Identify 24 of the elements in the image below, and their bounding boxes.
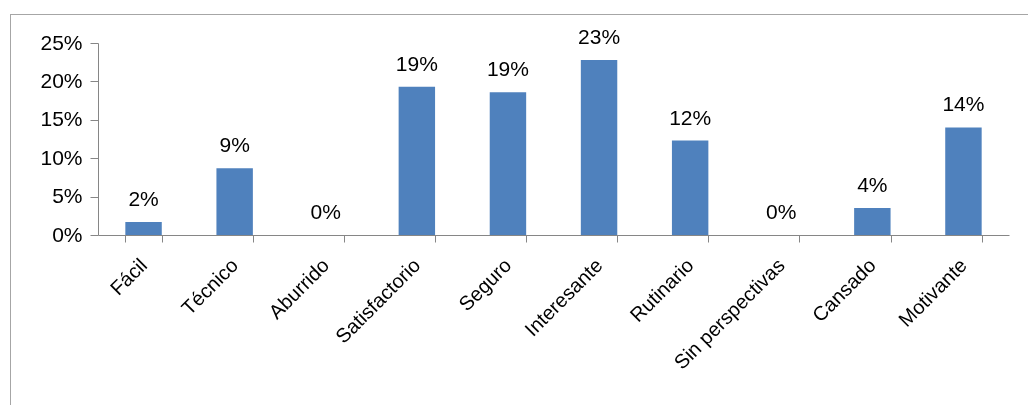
- bar: [945, 127, 982, 235]
- y-tick-label: 25%: [40, 30, 83, 54]
- y-tick-label: 15%: [40, 107, 83, 131]
- bar: [398, 86, 436, 235]
- bar: [125, 221, 162, 235]
- bar: [671, 140, 709, 235]
- bar: [489, 92, 527, 235]
- bar: [580, 59, 618, 235]
- data-label: 12%: [669, 105, 712, 129]
- bar: [854, 208, 891, 235]
- y-tick-label: 5%: [52, 184, 83, 208]
- data-label: 19%: [486, 57, 529, 81]
- data-label: 2%: [128, 186, 159, 210]
- data-label: 23%: [578, 24, 621, 48]
- data-label: 4%: [857, 173, 888, 197]
- data-label: 14%: [942, 92, 985, 116]
- y-tick-label: 10%: [40, 145, 83, 169]
- y-tick-label: 0%: [52, 222, 83, 246]
- data-label: 9%: [219, 133, 250, 157]
- data-label: 19%: [395, 51, 438, 75]
- bar: [216, 168, 253, 235]
- y-tick-label: 20%: [40, 68, 83, 92]
- data-label: 0%: [766, 200, 797, 223]
- data-label: 0%: [310, 200, 341, 223]
